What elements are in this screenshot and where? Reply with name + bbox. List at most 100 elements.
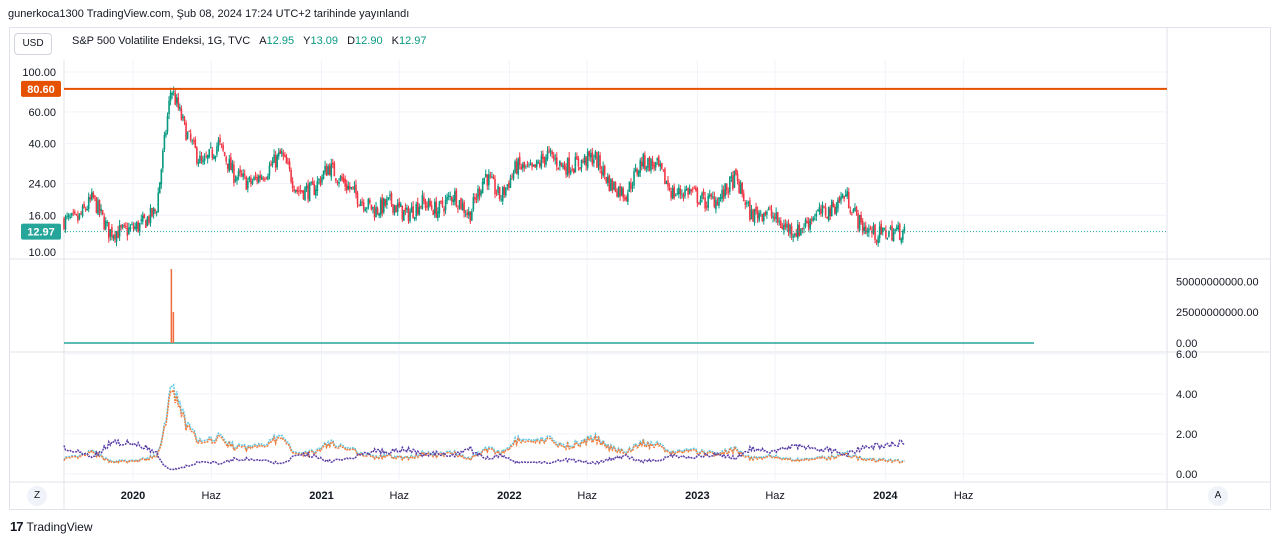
candle-body	[339, 176, 342, 181]
price-axis-label: 40.00	[28, 139, 56, 151]
candle-body	[631, 186, 634, 188]
timezone-button[interactable]: Z	[27, 486, 47, 506]
candle-body	[66, 216, 68, 217]
candle-body	[226, 163, 229, 169]
tradingview-icon: 17	[10, 519, 24, 534]
candle-body	[83, 204, 85, 208]
time-axis-label: Haz	[577, 490, 597, 502]
candle-body	[665, 181, 668, 185]
candle-body	[620, 187, 623, 196]
low-value: 12.90	[355, 35, 383, 47]
candle-body	[276, 154, 278, 168]
candle-body	[701, 193, 703, 199]
candle-body	[613, 182, 615, 190]
candle-body	[548, 149, 550, 151]
candle-body	[572, 169, 575, 173]
auto-scale-button[interactable]: A	[1208, 486, 1228, 506]
candle-body	[498, 186, 501, 199]
candle-body	[301, 190, 303, 193]
candle-body	[588, 151, 591, 157]
candle-body	[741, 182, 743, 195]
candle-body	[722, 189, 725, 198]
candle-body	[160, 169, 163, 185]
candle-body	[94, 195, 96, 198]
candle-body	[192, 140, 195, 142]
candle-body	[373, 208, 376, 218]
candle-body	[418, 206, 421, 216]
candle-body	[135, 222, 138, 229]
currency-button[interactable]: USD	[14, 33, 52, 55]
candle-body	[685, 188, 688, 191]
candle-body	[336, 182, 339, 183]
candle-body	[681, 194, 683, 195]
candle-body	[211, 149, 214, 158]
candle-body	[667, 180, 669, 187]
candle-body	[600, 171, 603, 175]
candle-body	[662, 169, 665, 171]
ratio-axis-label: 4.00	[1176, 389, 1197, 401]
symbol-title[interactable]: S&P 500 Volatilite Endeksi, 1G, TVC	[72, 35, 251, 47]
time-axis-label: 2021	[309, 490, 333, 502]
candle-body	[563, 164, 566, 170]
candle-body	[678, 187, 680, 195]
candle-body	[254, 176, 257, 178]
candle-body	[413, 217, 416, 220]
candle-body	[106, 221, 109, 223]
candle-body	[804, 219, 807, 227]
candle-body	[781, 227, 784, 230]
candle-body	[264, 179, 266, 180]
candle-body	[636, 169, 638, 175]
ratio-series-orange[interactable]	[63, 388, 905, 464]
candle-body	[569, 170, 572, 174]
candle-body	[421, 195, 424, 209]
candle-body	[892, 231, 895, 242]
tradingview-logo[interactable]: 17 TradingView	[10, 519, 93, 534]
candle-body	[389, 194, 391, 197]
candle-body	[427, 199, 430, 209]
candle-body	[585, 157, 587, 166]
candle-body	[688, 188, 691, 194]
candle-body	[149, 207, 152, 224]
candle-body	[87, 197, 90, 210]
candle-body	[900, 238, 903, 243]
high-value: 13.09	[310, 35, 339, 47]
candle-body	[197, 162, 200, 165]
candle-body	[807, 221, 810, 228]
candle-body	[857, 213, 859, 229]
candle-body	[520, 166, 523, 170]
last-price-tag	[21, 223, 61, 240]
candle-body	[508, 182, 510, 188]
candle-body	[429, 201, 431, 206]
candle-body	[712, 196, 714, 198]
candle-body	[259, 175, 261, 179]
candle-body	[661, 163, 663, 169]
candle-body	[100, 208, 102, 211]
candle-body	[606, 176, 609, 184]
ratio-series-cyan[interactable]	[63, 383, 905, 464]
candle-body	[370, 204, 373, 210]
candle-body	[557, 167, 560, 169]
candle-body	[67, 215, 70, 218]
candle-body	[645, 167, 648, 170]
candle-body	[749, 200, 751, 221]
candle-body	[486, 174, 489, 186]
candle-body	[457, 207, 459, 209]
chart-frame	[9, 27, 1271, 510]
candle-body	[644, 154, 646, 169]
candle-body	[469, 211, 472, 222]
candle-body	[131, 224, 133, 225]
candle-body	[420, 206, 422, 207]
candle-body	[571, 168, 574, 170]
candle-body	[776, 212, 779, 223]
candle-body	[651, 160, 654, 166]
candle-body	[752, 210, 754, 222]
candle-body	[903, 226, 906, 232]
candle-body	[821, 204, 824, 214]
ratio-series-purple[interactable]	[63, 438, 905, 471]
candle-body	[877, 237, 879, 244]
candle-body	[792, 235, 794, 238]
candle-body	[310, 182, 312, 184]
candle-body	[163, 135, 166, 150]
candle-body	[223, 152, 226, 157]
